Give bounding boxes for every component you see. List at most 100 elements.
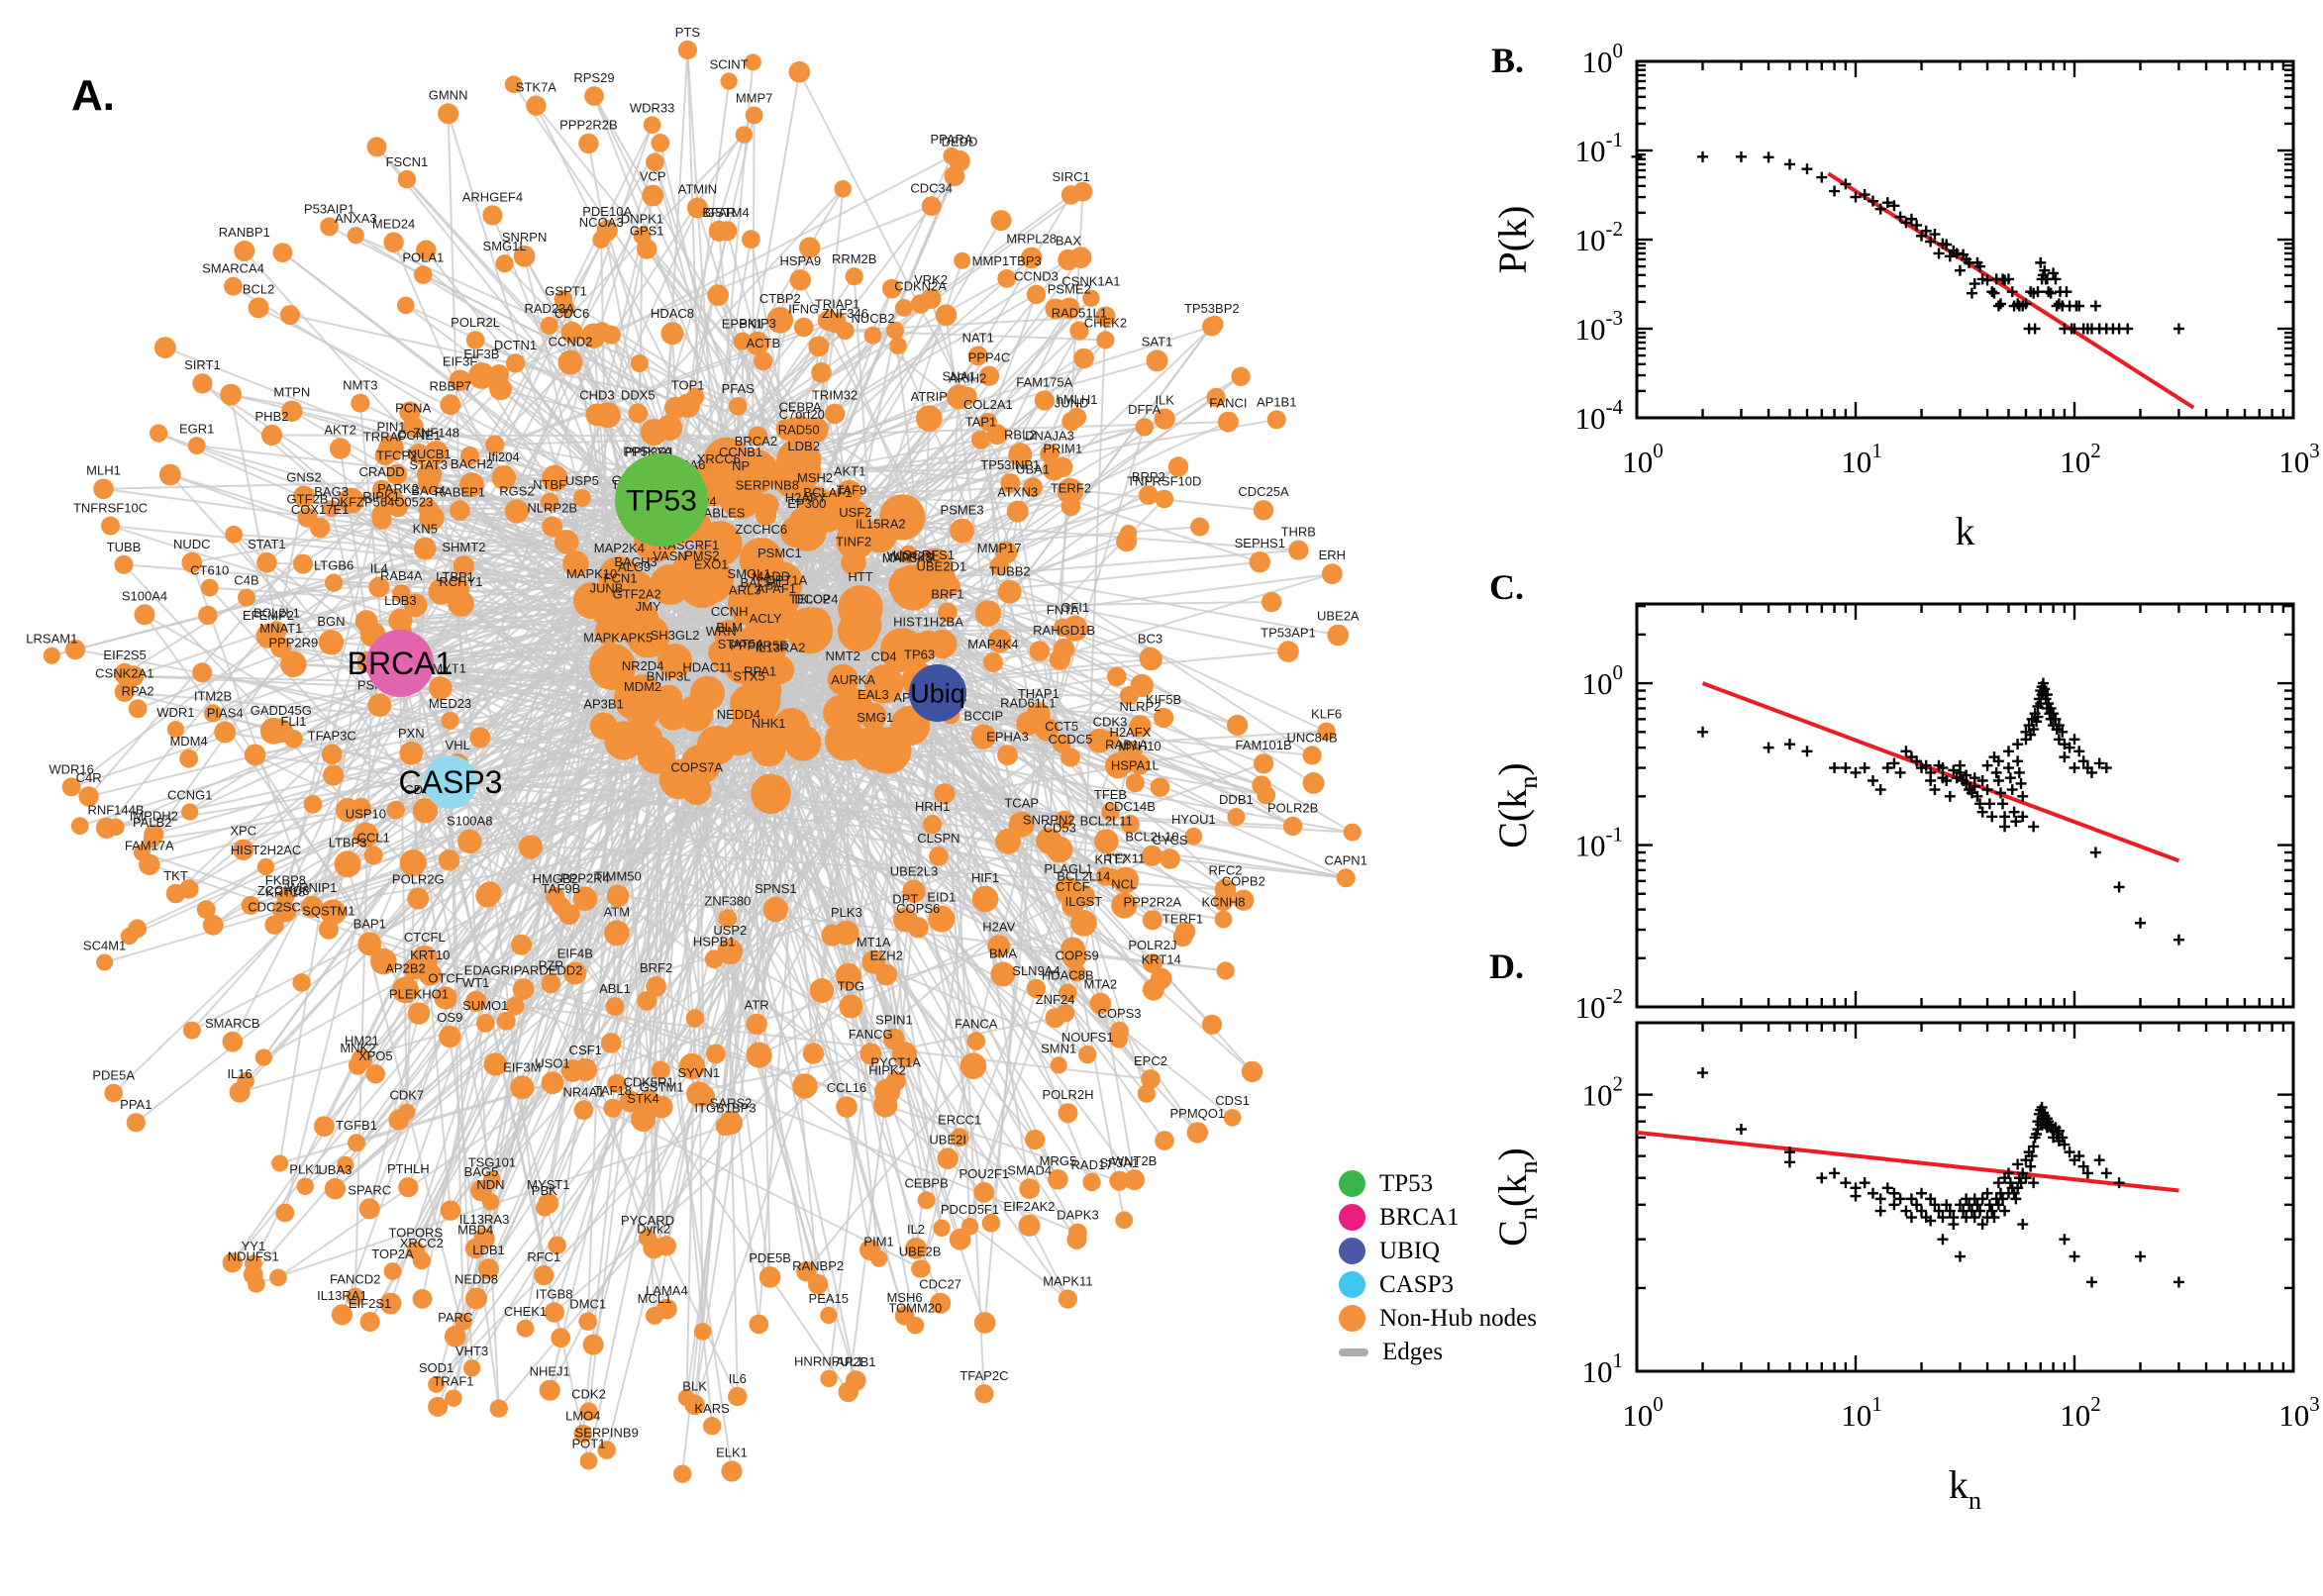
non-hub-node xyxy=(721,1460,743,1482)
non-hub-node xyxy=(686,197,708,219)
gene-label: STX5 xyxy=(733,668,765,683)
hub-node-tp53 xyxy=(615,453,708,547)
gene-label: GTF2B xyxy=(287,492,329,507)
gene-label: CHEK2 xyxy=(1084,315,1127,330)
gene-label: BMA xyxy=(989,947,1018,961)
non-hub-node xyxy=(895,299,913,317)
non-hub-node xyxy=(397,169,417,189)
non-hub-node xyxy=(247,1274,265,1293)
gene-label: CDC14B xyxy=(1105,799,1156,814)
non-hub-node xyxy=(238,588,255,607)
non-hub-node xyxy=(592,231,611,249)
gene-label: SMN1 xyxy=(1041,1041,1076,1055)
gene-label: EIF2S5 xyxy=(103,648,146,662)
non-hub-node xyxy=(541,973,561,994)
plot-frame xyxy=(1635,59,2295,420)
non-hub-node xyxy=(775,418,799,441)
gene-label: CHD3 xyxy=(579,388,614,403)
gene-label: PRIM1 xyxy=(1043,442,1082,456)
non-hub-node xyxy=(1262,591,1282,613)
gene-label: RFC1 xyxy=(527,1249,560,1264)
non-hub-node xyxy=(973,1312,996,1334)
gene-label: CTBP2 xyxy=(759,291,801,306)
non-hub-node xyxy=(739,679,781,722)
non-hub-node xyxy=(279,305,300,326)
gene-label: PPP2R5E xyxy=(730,638,788,652)
gene-label: ZCCHC6 xyxy=(735,522,787,537)
non-hub-node xyxy=(579,1402,598,1421)
non-hub-node xyxy=(1101,803,1120,822)
axis-ticks xyxy=(1635,1023,2295,1373)
non-hub-node xyxy=(412,1289,433,1309)
svg-text:102: 102 xyxy=(2060,1392,2101,1433)
non-hub-node xyxy=(827,663,858,696)
non-hub-node xyxy=(1217,411,1239,433)
non-hub-node xyxy=(838,1381,858,1403)
non-hub-node xyxy=(591,596,622,627)
gene-label: SIRC1 xyxy=(1052,169,1089,184)
panel-c-plot: 100 10-1 10-2 C(kn) xyxy=(1490,602,2295,1025)
gene-label: TSG101 xyxy=(468,1155,516,1170)
x-axis-label: kn xyxy=(1949,1462,1981,1515)
non-hub-node xyxy=(578,1312,597,1331)
gene-label: SMGL1 xyxy=(728,566,771,581)
non-hub-node xyxy=(573,1100,594,1120)
non-hub-node xyxy=(585,403,609,427)
non-hub-node xyxy=(1023,477,1043,498)
non-hub-node xyxy=(960,1052,987,1079)
gene-label: POLR2L xyxy=(451,315,500,330)
gene-label: H2AFX xyxy=(1109,725,1151,740)
gene-label: AP3B1 xyxy=(583,697,623,712)
gene-label: UBE2D1 xyxy=(917,558,967,573)
gene-label: BNIP3L xyxy=(647,669,691,684)
non-hub-node xyxy=(879,628,925,672)
gene-label: TUBB2 xyxy=(989,564,1031,579)
gene-label: COL2A1 xyxy=(963,397,1013,412)
gene-label: BGN xyxy=(317,614,345,629)
non-hub-node xyxy=(1302,746,1322,765)
non-hub-node xyxy=(256,857,275,876)
non-hub-node xyxy=(64,640,86,660)
gene-label: STK4 xyxy=(627,1091,659,1106)
legend-item: Edges xyxy=(1339,1339,1537,1365)
non-hub-node xyxy=(416,240,437,260)
gene-label: RABEP1 xyxy=(435,484,485,499)
non-hub-node xyxy=(254,1048,272,1066)
non-hub-node xyxy=(582,1334,604,1355)
gene-label: ALG9 xyxy=(618,559,651,574)
non-hub-node xyxy=(934,783,956,805)
non-hub-node xyxy=(392,584,411,603)
gene-label: TIMM50 xyxy=(594,869,642,884)
non-hub-node xyxy=(214,721,237,744)
gene-label: ACLY xyxy=(750,611,782,626)
gene-label: TRAF1 xyxy=(433,1374,473,1389)
non-hub-node xyxy=(338,487,364,514)
gene-label: TAF9B xyxy=(542,881,581,896)
non-hub-node xyxy=(708,220,730,242)
non-hub-node xyxy=(807,1273,829,1295)
non-hub-node xyxy=(504,499,529,524)
gene-label: XPC xyxy=(230,824,256,839)
non-hub-node xyxy=(684,1394,705,1416)
gene-label: RANBP1 xyxy=(219,225,270,240)
gene-label: PPP2R2B xyxy=(559,118,618,133)
gene-label: KRT18 xyxy=(265,885,305,900)
non-hub-node xyxy=(1020,247,1043,269)
gene-label: ITM2B xyxy=(194,688,232,703)
gene-label: SNA1 xyxy=(943,368,976,383)
gene-label: PLK1 xyxy=(289,1162,321,1177)
non-hub-node xyxy=(1257,785,1276,805)
gene-label: MADD xyxy=(753,568,790,583)
non-hub-node xyxy=(651,1060,670,1080)
non-hub-node xyxy=(796,1261,817,1282)
non-hub-node xyxy=(1060,496,1081,517)
gene-label: BRF2 xyxy=(640,960,672,975)
non-hub-node xyxy=(628,403,649,424)
gene-label: TP53INP1 xyxy=(980,457,1040,472)
gene-label: SUMO1 xyxy=(462,998,508,1013)
gene-label: HRH1 xyxy=(915,799,950,814)
non-hub-node xyxy=(954,251,971,269)
non-hub-node xyxy=(1095,306,1116,327)
gene-label: MMP17 xyxy=(977,541,1022,555)
